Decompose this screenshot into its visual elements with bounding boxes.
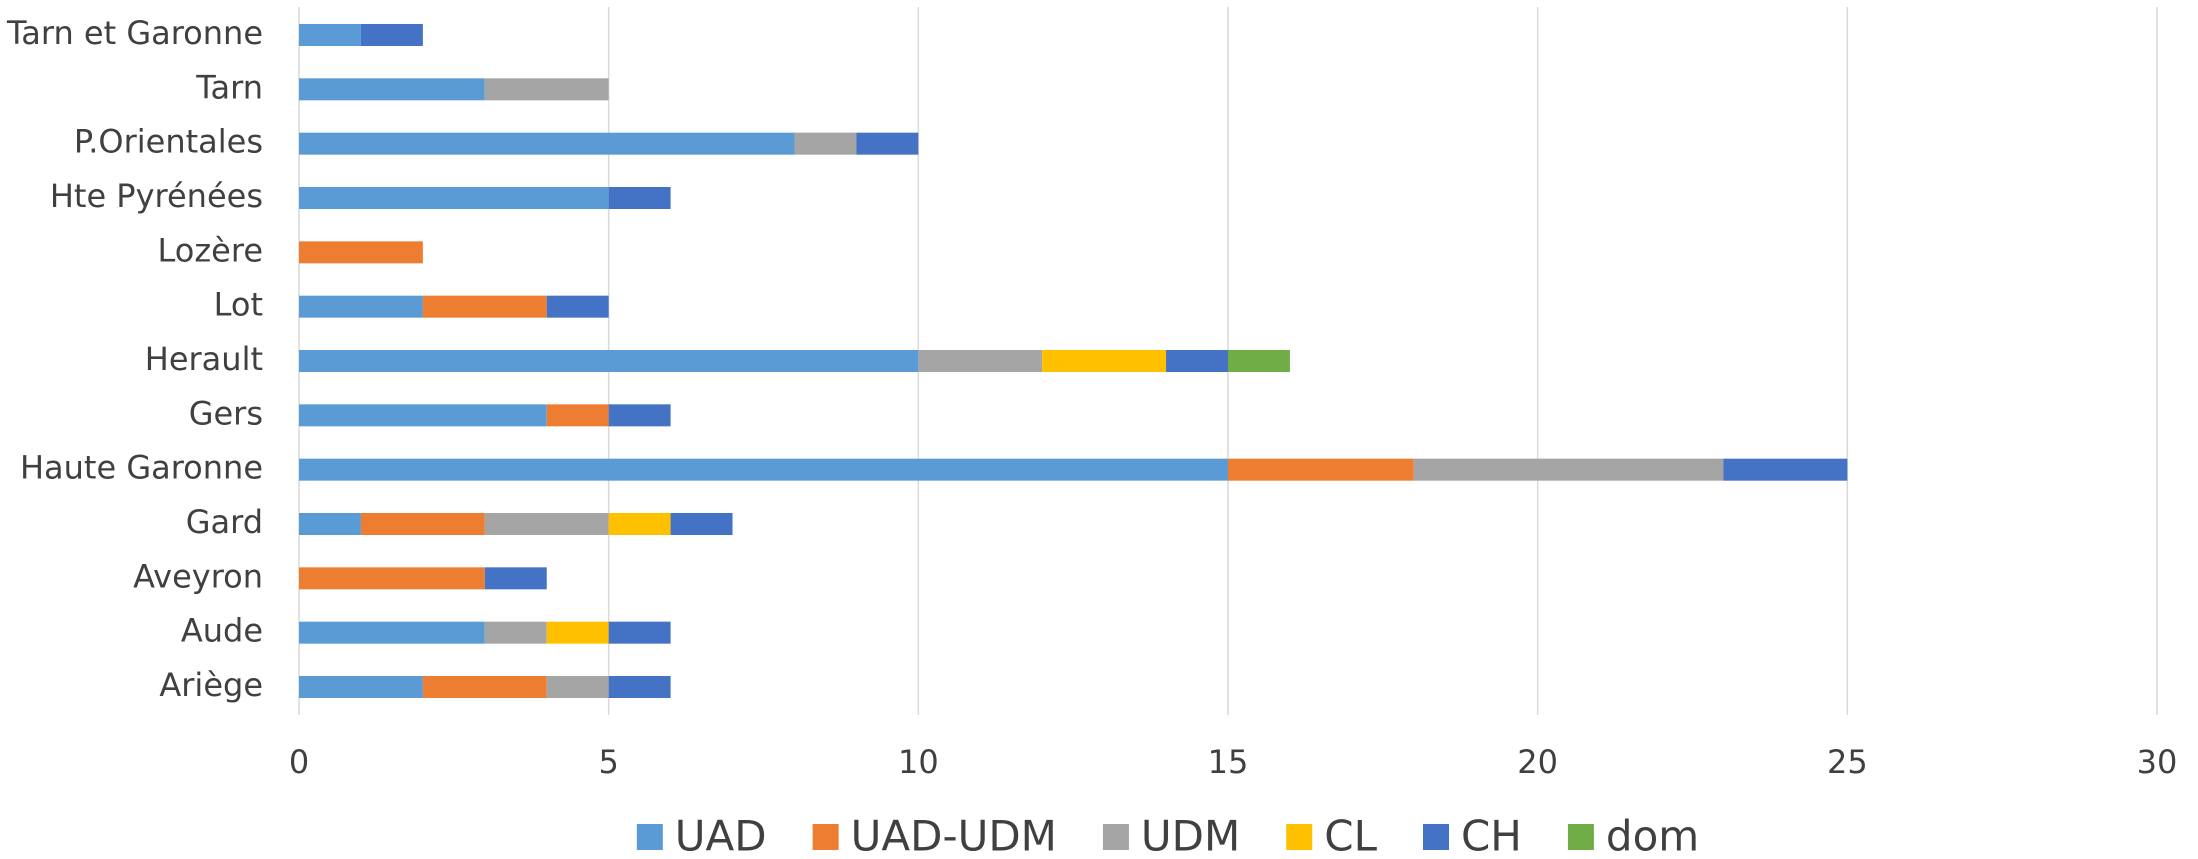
- bar-segment: [546, 676, 609, 698]
- bar-segment: [484, 621, 547, 644]
- bar-segment: [608, 676, 671, 698]
- y-tick-label: Hte Pyrénées: [50, 177, 263, 215]
- bar-segment: [299, 295, 423, 318]
- bar-segment: [856, 132, 919, 155]
- legend-swatch: [1286, 824, 1313, 850]
- bar-segment: [299, 621, 485, 644]
- y-tick-label: P.Orientales: [74, 123, 263, 161]
- y-tick-label: Herault: [145, 340, 263, 378]
- bar-segment: [670, 513, 733, 535]
- bar-segment: [299, 24, 361, 46]
- bar-segment: [299, 676, 423, 698]
- bar-segment: [422, 676, 547, 698]
- bar-segment: [918, 350, 1043, 372]
- bar-segment: [422, 295, 547, 318]
- bar-segment: [794, 132, 857, 155]
- legend-swatch: [1102, 824, 1129, 850]
- legend-label: UDM: [1141, 812, 1240, 859]
- legend-label: CH: [1461, 812, 1522, 859]
- legend-label: CL: [1324, 812, 1377, 859]
- bar-segment: [484, 78, 609, 101]
- legend-swatch: [812, 824, 839, 850]
- bar-segment: [608, 621, 671, 644]
- x-tick-label: 20: [1517, 743, 1558, 781]
- bar-segment: [299, 187, 609, 209]
- y-tick-label: Haute Garonne: [20, 449, 263, 487]
- bar-segment: [484, 567, 547, 590]
- bar-segment: [1413, 458, 1724, 481]
- y-tick-label: Tarn et Garonne: [6, 14, 263, 52]
- y-tick-label: Gard: [186, 503, 263, 541]
- x-tick-label: 5: [598, 743, 618, 781]
- legend-label: UAD: [675, 812, 767, 859]
- bar-segment: [608, 404, 671, 427]
- bar-segment: [1723, 458, 1848, 481]
- bar-segment: [299, 78, 485, 101]
- legend-swatch: [1422, 824, 1449, 850]
- legend-label: dom: [1606, 812, 1699, 859]
- bar-segment: [546, 621, 609, 644]
- bar-segment: [299, 513, 361, 535]
- y-tick-label: Ariège: [159, 666, 263, 704]
- bar-segment: [608, 187, 671, 209]
- x-tick-label: 25: [1827, 743, 1868, 781]
- y-tick-label: Lozère: [158, 231, 263, 269]
- y-tick-label: Aveyron: [133, 557, 263, 595]
- bar-segment: [546, 404, 609, 427]
- x-tick-label: 30: [2137, 743, 2178, 781]
- legend-swatch: [1567, 824, 1594, 850]
- bar-segment: [299, 567, 485, 590]
- x-tick-label: 10: [898, 743, 939, 781]
- bar-segment: [299, 350, 919, 372]
- y-tick-label: Tarn: [195, 68, 263, 106]
- x-tick-label: 15: [1208, 743, 1249, 781]
- y-tick-label: Aude: [181, 612, 263, 650]
- bar-segment: [299, 132, 795, 155]
- bar-segment: [484, 513, 609, 535]
- bar-segment: [608, 513, 671, 535]
- legend-label: UAD-UDM: [851, 812, 1057, 859]
- bar-segment: [1166, 350, 1228, 372]
- bar-segment: [1042, 350, 1167, 372]
- legend-swatch: [636, 824, 663, 850]
- bar-segment: [546, 295, 609, 318]
- bar-segment: [1228, 350, 1290, 372]
- bar-segment: [299, 458, 1228, 481]
- bar-segment: [299, 241, 423, 264]
- y-tick-label: Gers: [189, 394, 263, 432]
- x-tick-label: 0: [289, 743, 309, 781]
- bar-segment: [299, 404, 547, 427]
- bar-segment: [360, 24, 423, 46]
- bar-segment: [360, 513, 485, 535]
- bar-segment: [1228, 458, 1414, 481]
- y-tick-label: Lot: [214, 286, 263, 324]
